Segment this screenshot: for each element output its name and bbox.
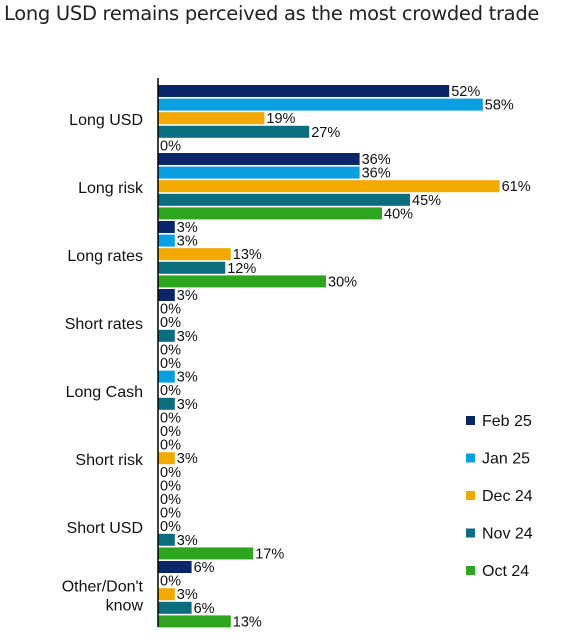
legend-swatch-jan-25 <box>466 453 475 463</box>
bar-long-risk-dec-24 <box>158 180 500 193</box>
bar-short-usd-oct-24 <box>158 547 254 560</box>
category-label-short-rates: Short rates <box>65 316 143 333</box>
bar-short-risk-dec-24 <box>158 452 175 465</box>
bar-long-rates-jan-25 <box>158 234 175 247</box>
value-label-long-usd-oct-24: 0% <box>160 138 181 154</box>
bar-long-cash-nov-24 <box>158 397 175 410</box>
bar-short-usd-nov-24 <box>158 533 175 546</box>
bar-long-usd-nov-24 <box>158 125 310 138</box>
value-label-short-usd-dec-24: 0% <box>160 519 181 535</box>
value-label-short-risk-jan-25: 0% <box>160 438 181 454</box>
bar-long-risk-oct-24 <box>158 207 382 220</box>
legend-label-feb-25: Feb 25 <box>482 413 532 430</box>
bar-long-cash-jan-25 <box>158 370 175 383</box>
chart-title: Long USD remains perceived as the most c… <box>4 2 540 25</box>
value-label-short-rates-nov-24: 3% <box>177 329 198 345</box>
legend-label-nov-24: Nov 24 <box>482 526 533 543</box>
legend-label-jan-25: Jan 25 <box>482 451 530 468</box>
bar-other-don-t-know-oct-24 <box>158 615 231 628</box>
value-label-short-risk-oct-24: 0% <box>160 478 181 494</box>
value-label-other-don-t-know-nov-24: 6% <box>194 601 215 617</box>
bar-long-rates-nov-24 <box>158 261 226 274</box>
value-label-other-don-t-know-jan-25: 0% <box>160 574 181 590</box>
value-label-short-rates-jan-25: 0% <box>160 302 181 318</box>
value-label-long-risk-nov-24: 45% <box>412 193 441 209</box>
value-label-long-cash-oct-24: 0% <box>160 410 181 426</box>
category-label-long-usd: Long USD <box>69 112 143 129</box>
category-labels-layer: Long USD Long risk Long rates Short rates Lo… <box>62 112 144 615</box>
value-label-long-cash-nov-24: 3% <box>177 397 198 413</box>
value-label-long-risk-jan-25: 36% <box>362 166 391 182</box>
value-label-other-don-t-know-dec-24: 3% <box>177 587 198 603</box>
value-label-short-risk-feb-25: 0% <box>160 424 181 440</box>
value-label-long-usd-jan-25: 58% <box>485 98 514 114</box>
value-label-short-usd-feb-25: 0% <box>160 492 181 508</box>
value-label-long-rates-oct-24: 30% <box>328 274 357 290</box>
value-label-short-risk-nov-24: 0% <box>160 465 181 481</box>
value-label-long-risk-oct-24: 40% <box>384 206 413 222</box>
legend-swatch-feb-25 <box>466 416 475 425</box>
value-label-long-rates-jan-25: 3% <box>177 234 198 250</box>
bar-long-usd-jan-25 <box>158 98 483 111</box>
value-label-long-usd-feb-25: 52% <box>451 84 480 100</box>
legend-swatch-nov-24 <box>466 528 475 538</box>
value-label-short-usd-jan-25: 0% <box>160 506 181 522</box>
value-label-long-usd-nov-24: 27% <box>311 125 340 141</box>
value-labels-layer: 52%58%19%27%0%36%36%61%45%40%3%3%13%12%3… <box>160 84 531 630</box>
value-label-long-risk-dec-24: 61% <box>502 179 531 195</box>
value-label-other-don-t-know-oct-24: 13% <box>233 614 262 630</box>
value-label-short-rates-feb-25: 3% <box>177 288 198 304</box>
legend-label-oct-24: Oct 24 <box>482 563 529 580</box>
bar-long-usd-feb-25 <box>158 85 450 97</box>
value-label-long-rates-nov-24: 12% <box>227 261 256 277</box>
bar-short-rates-feb-25 <box>158 289 175 301</box>
category-label-long-cash: Long Cash <box>66 384 143 401</box>
legend-swatch-oct-24 <box>466 566 475 575</box>
value-label-long-cash-dec-24: 0% <box>160 383 181 399</box>
bar-long-rates-dec-24 <box>158 248 231 261</box>
bar-long-rates-feb-25 <box>158 221 175 233</box>
bar-long-usd-dec-24 <box>158 112 265 125</box>
category-label-other-don-t-know: Other/Don't know <box>62 579 144 615</box>
value-label-short-usd-oct-24: 17% <box>255 546 284 562</box>
value-label-long-rates-dec-24: 13% <box>233 247 262 263</box>
category-label-short-usd: Short USD <box>67 520 143 537</box>
value-label-long-usd-dec-24: 19% <box>266 111 295 127</box>
legend-swatch-dec-24 <box>466 491 475 500</box>
category-label-short-risk: Short risk <box>75 452 144 469</box>
category-label-long-rates: Long rates <box>67 248 143 265</box>
legend-label-dec-24: Dec 24 <box>482 488 533 505</box>
value-label-long-rates-feb-25: 3% <box>177 220 198 236</box>
bar-other-don-t-know-dec-24 <box>158 588 175 601</box>
value-label-short-rates-oct-24: 0% <box>160 342 181 358</box>
bars-layer <box>158 85 500 628</box>
value-label-long-cash-feb-25: 0% <box>160 356 181 372</box>
bar-other-don-t-know-feb-25 <box>158 561 192 573</box>
value-label-short-rates-dec-24: 0% <box>160 315 181 331</box>
bar-long-risk-feb-25 <box>158 153 360 165</box>
bar-long-risk-jan-25 <box>158 166 360 179</box>
bar-long-risk-nov-24 <box>158 193 410 206</box>
value-label-long-risk-feb-25: 36% <box>362 152 391 168</box>
value-label-other-don-t-know-feb-25: 6% <box>194 560 215 576</box>
bar-long-rates-oct-24 <box>158 275 326 288</box>
category-label-long-risk: Long risk <box>78 180 144 197</box>
value-label-long-cash-jan-25: 3% <box>177 370 198 386</box>
bar-short-rates-nov-24 <box>158 329 175 342</box>
value-label-short-usd-nov-24: 3% <box>177 533 198 549</box>
legend: Feb 25 Jan 25 Dec 24 Nov 24 Oct 24 <box>466 413 533 580</box>
bar-other-don-t-know-nov-24 <box>158 601 192 614</box>
value-label-short-risk-dec-24: 3% <box>177 451 198 467</box>
